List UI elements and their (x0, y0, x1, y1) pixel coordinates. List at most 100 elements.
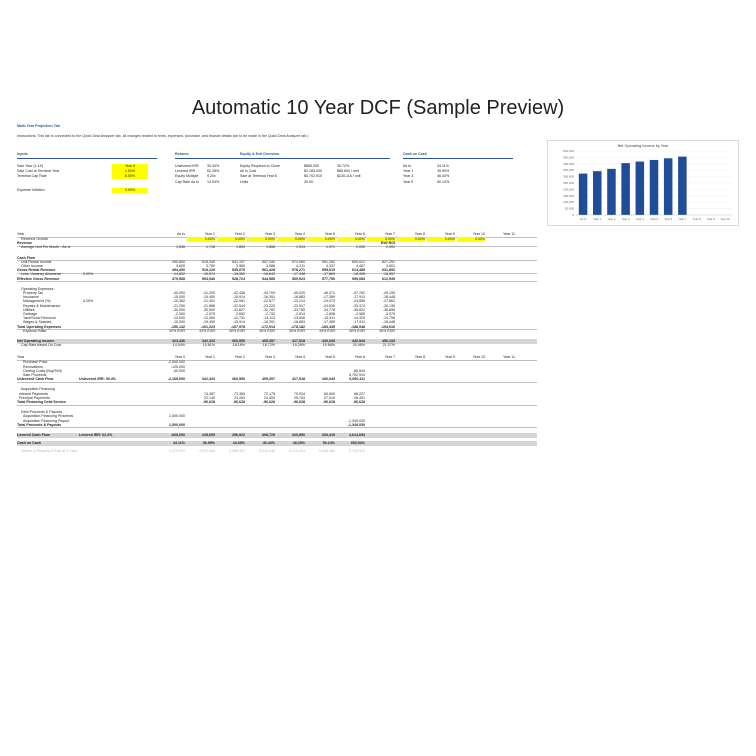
row-cell: 574,060 (292, 259, 305, 264)
row-cell: 494,400 (172, 268, 185, 273)
row-cell: -30,000 (172, 307, 185, 312)
row-cell: 417,518 (292, 377, 305, 382)
row-cell: 3.00% (457, 237, 485, 242)
row-cell: 6,060,311 (349, 377, 365, 382)
row-cell: 4,337 (326, 264, 335, 268)
chart-bar (635, 161, 645, 215)
row-cell: 2,091 (386, 245, 395, 250)
row-cell: 4,466,907 (229, 449, 245, 454)
row-cell: 36.95% (202, 441, 215, 446)
highlight-row-bg (17, 339, 537, 344)
chart-ytick: 300,000 (563, 175, 574, 179)
row-cell: 342,323 (202, 339, 215, 343)
row-cell: -24,635 (322, 303, 335, 308)
year-header-cell: Year 2 (234, 232, 245, 236)
returns-value: 30.44% (207, 164, 220, 168)
row-cell: 320,890 (292, 433, 305, 437)
row-label: Total Financing Debt Service (17, 400, 67, 404)
row-cell: -15,574 (202, 272, 215, 277)
row-cell: -24,073 (322, 299, 335, 304)
row-label: Other Income (21, 264, 43, 268)
row-cell: 595,083 (352, 276, 365, 281)
row-cell: 456,233 (382, 339, 395, 343)
equity-label: All in Cost (240, 169, 257, 174)
row-label: Insurance (23, 295, 39, 300)
row-cell: -23,214 (292, 299, 305, 304)
row-cell: -40,000 (172, 291, 185, 295)
row-cell: -32,782 (262, 307, 275, 312)
row-cell: 3,600 (176, 264, 185, 268)
row-label: Less: Vacancy Allowance (21, 272, 62, 277)
chart-bar (678, 156, 687, 215)
returns-header: Returns (175, 152, 189, 156)
coc-divider (403, 158, 513, 159)
row-cell: -22,577 (262, 299, 275, 304)
row-cell: 561,428 (262, 268, 275, 273)
row-cell: -22,061 (232, 299, 245, 304)
row-label: Total Proceeds & Payouts (17, 422, 62, 427)
row-cell: -14,758 (382, 316, 395, 321)
row-cell: 3.00% (337, 237, 365, 242)
row-cell: 48.25% (292, 441, 305, 446)
row-cell: 577,750 (322, 276, 335, 281)
row-cell: 23,263 (234, 395, 245, 400)
row-cell: 1,804 (236, 245, 245, 250)
row-cell: 245,695 (202, 433, 215, 437)
row-cell: 19.28% (292, 343, 305, 348)
row-cell: 1,636 (176, 245, 185, 250)
year-header-cell: Year 8 (414, 232, 425, 236)
row-cell: 545,076 (232, 268, 245, 273)
row-cell: -183,445 (320, 324, 335, 329)
row-cell: 4,070,000 (169, 449, 185, 454)
row-cell: -96,628 (232, 400, 245, 404)
chart-xtick: As Is (580, 217, 587, 221)
row-cell: -40,000 (172, 368, 185, 373)
row-cell: -2,814 (294, 312, 305, 316)
row-cell: -17,389 (322, 320, 335, 325)
row-cell: 323,436 (172, 339, 185, 343)
row-cell: 3.00% (367, 237, 395, 242)
row-cell: 70,924 (294, 391, 305, 396)
row-label: Garbage (23, 312, 37, 316)
row-cell: -46,371 (322, 291, 335, 295)
row-cell: -85,544 (352, 368, 365, 373)
row-cell: -17,869 (322, 272, 335, 277)
row-cell: -2,985 (354, 312, 365, 316)
row-label: Cap Rate based On Cost (21, 343, 62, 348)
year-header-cell: Year 11 (503, 355, 515, 360)
row-cell: -14,832 (172, 272, 185, 277)
row-cell: -26,135 (382, 303, 395, 308)
year-header-cell: Year 11 (503, 232, 515, 236)
year-header-cell: Year 5 (324, 232, 335, 236)
row-cell: -14,329 (352, 316, 365, 321)
row-cell: 519,120 (202, 268, 215, 273)
row-cell: -96,628 (322, 400, 335, 404)
row-label: Acquisition Financing Proceeds (23, 414, 74, 419)
row-label: Closing Costs (Buy/Sell) (23, 368, 62, 373)
row-cell: 430,043 (322, 339, 335, 343)
row-cell: 4,070,000 (199, 449, 215, 454)
row-cell: -12,360 (202, 316, 215, 321)
inputs-header: Inputs (17, 152, 28, 156)
row-cell: -16,352 (232, 272, 245, 277)
year-header-cell: Year 1 (204, 355, 215, 360)
row-cell: 560,923 (292, 276, 305, 281)
row-cell: 5,346,484 (319, 449, 335, 454)
row-cell: -21,401 (202, 299, 215, 304)
chart-bar (649, 159, 659, 215)
year-header-label: Year (17, 232, 25, 236)
row-cell: -27,661 (382, 299, 395, 304)
row-cell: 5,702,910 (349, 373, 365, 377)
chart-xtick: Year 9 (707, 217, 715, 221)
row-cell: 612,935 (382, 276, 395, 281)
row-cell: 14.94% (172, 343, 185, 348)
row-cell: -16,883 (292, 320, 305, 325)
row-cell: -194,616 (380, 324, 395, 329)
row-cell: -22,544 (232, 303, 245, 308)
year-header-cell: Year 4 (294, 355, 305, 360)
row-cell: -42,436 (232, 291, 245, 295)
year-header-cell: Year 4 (294, 232, 305, 236)
row-cell: 15.81% (202, 343, 215, 348)
row-cell: -16,391 (262, 320, 275, 325)
inputs-value: 8.00% (112, 174, 148, 180)
